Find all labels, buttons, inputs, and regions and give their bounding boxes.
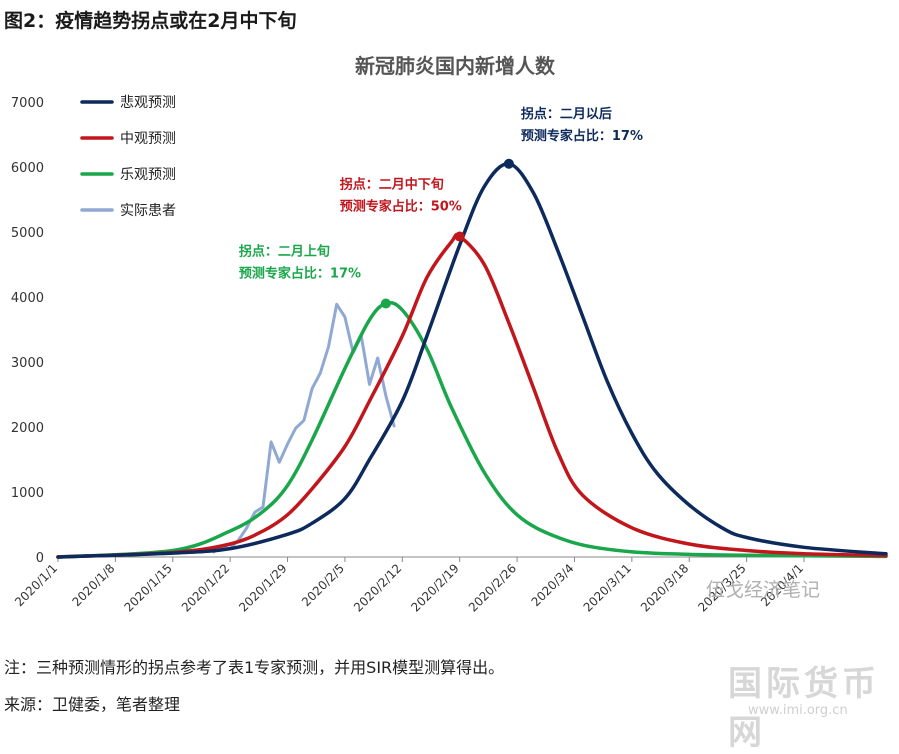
x-tick-label: 2020/3/11 xyxy=(581,561,634,614)
chart-note: 注：三种预测情形的拐点参考了表1专家预测，并用SIR模型测算得出。 xyxy=(4,658,505,677)
peak-label-line2: 预测专家占比：17% xyxy=(239,266,361,282)
y-axis: 0 1000 2000 3000 4000 5000 6000 7000 xyxy=(11,96,44,566)
x-tick-label: 2020/1/29 xyxy=(236,561,289,614)
legend-label: 实际患者 xyxy=(120,203,176,219)
x-tick-label: 2020/2/26 xyxy=(466,561,519,614)
watermark-url: www.imi.org.cn xyxy=(748,703,848,718)
peak-label-line1: 拐点：二月上旬 xyxy=(239,244,330,260)
y-tick-label: 6000 xyxy=(11,161,44,176)
series-line-4 xyxy=(212,302,396,554)
legend-label: 中观预测 xyxy=(120,131,176,147)
legend-label: 悲观预测 xyxy=(120,94,176,111)
legend-label: 乐观预测 xyxy=(120,167,176,183)
series-group xyxy=(56,162,888,559)
peak-marker xyxy=(454,231,465,242)
y-tick-label: 5000 xyxy=(11,226,44,241)
series-line-3 xyxy=(56,301,888,559)
y-tick-label: 1000 xyxy=(11,486,44,501)
y-tick-label: 0 xyxy=(36,551,44,566)
peak-label-line1: 拐点：二月中下旬 xyxy=(340,177,444,193)
series-line-1 xyxy=(56,162,888,559)
y-tick-label: 4000 xyxy=(11,291,44,306)
figure-title: 图2：疫情趋势拐点或在2月中下旬 xyxy=(4,10,297,32)
peak-marker xyxy=(503,158,514,169)
x-tick-label: 2020/1/22 xyxy=(179,561,232,614)
x-tick-label: 2020/3/18 xyxy=(638,561,691,614)
peak-label-line1: 拐点：二月以后 xyxy=(521,106,612,122)
peak-marker xyxy=(380,298,391,309)
series-line-2 xyxy=(56,233,888,559)
y-tick-label: 3000 xyxy=(11,356,44,371)
x-tick-label: 2020/2/19 xyxy=(408,561,461,614)
y-tick-label: 7000 xyxy=(11,96,44,111)
x-tick-label: 2020/1/8 xyxy=(69,561,117,609)
x-tick-label: 2020/2/12 xyxy=(351,561,404,614)
chart-title: 新冠肺炎国内新增人数 xyxy=(355,54,556,78)
watermark-account: 伍戈经济笔记 xyxy=(706,579,821,601)
x-tick-label: 2020/3/4 xyxy=(529,561,577,609)
peak-label-line2: 预测专家占比：17% xyxy=(521,128,643,144)
line-chart: 新冠肺炎国内新增人数 0 1000 2000 3000 4000 5000 6000 7000… xyxy=(11,54,888,615)
x-tick-label: 2020/1/15 xyxy=(121,561,174,614)
x-tick-label: 2020/1/1 xyxy=(12,561,60,609)
y-tick-label: 2000 xyxy=(11,421,44,436)
source-note: 来源：卫健委，笔者整理 xyxy=(4,695,181,714)
peak-label-line2: 预测专家占比：50% xyxy=(340,199,462,215)
x-tick-label: 2020/2/5 xyxy=(299,561,347,609)
